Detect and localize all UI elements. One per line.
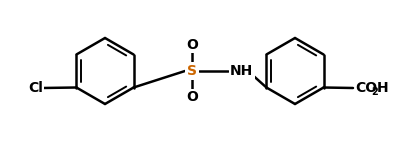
Text: 2: 2 — [371, 87, 378, 97]
Text: H: H — [377, 81, 389, 95]
Text: S: S — [187, 64, 197, 78]
Text: NH: NH — [230, 64, 253, 78]
Text: O: O — [186, 38, 198, 52]
Text: Cl: Cl — [28, 81, 43, 95]
Text: CO: CO — [355, 81, 377, 95]
Text: O: O — [186, 90, 198, 104]
